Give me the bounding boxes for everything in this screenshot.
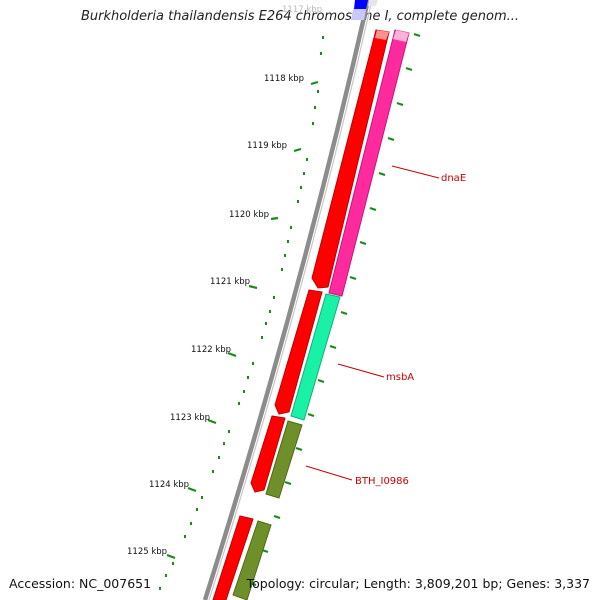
tick-label-1123: 1123 kbp (170, 413, 210, 423)
cds-forward-strand (212, 29, 390, 600)
tick-label-1117: 1117 kbp (282, 5, 322, 15)
map-title: Burkholderia thailandensis E264 chromoso… (80, 9, 520, 24)
gene-label-lines (305, 165, 440, 481)
top-gene (351, 0, 378, 20)
scale-ticks (166, 80, 319, 560)
topology-text: Topology: circular; Length: 3,809,201 bp… (246, 576, 590, 591)
gene-label-bth-i0986: BTH_I0986 (355, 476, 409, 487)
gene-labels: dnaE msbA BTH_I0986 (355, 173, 466, 487)
tick-label-1118: 1118 kbp (264, 74, 304, 84)
gene-bth-i0986 (265, 420, 303, 499)
backbone (202, 0, 373, 600)
tick-label-1125: 1125 kbp (127, 547, 167, 557)
gene-label-dnaE: dnaE (441, 173, 466, 184)
outer-ticks (249, 32, 421, 587)
tick-label-1120: 1120 kbp (229, 210, 269, 220)
scale-labels: 1117 kbp 1118 kbp 1119 kbp 1120 kbp 1121… (127, 5, 322, 557)
tick-label-1119: 1119 kbp (247, 141, 287, 151)
gene-msbA (290, 293, 341, 421)
tick-label-1122: 1122 kbp (191, 345, 231, 355)
gene-label-msbA: msbA (386, 372, 414, 383)
tick-label-1121: 1121 kbp (210, 277, 250, 287)
accession-text: Accession: NC_007651 (9, 576, 152, 591)
tick-label-1124: 1124 kbp (149, 480, 189, 490)
cds-reverse-strand (232, 29, 410, 600)
scale-dots (159, 36, 324, 590)
